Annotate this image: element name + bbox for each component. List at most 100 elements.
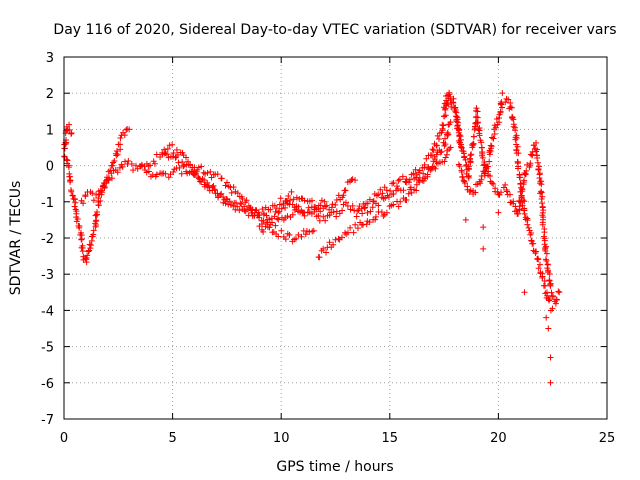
- data-point-marker: [340, 192, 347, 199]
- data-point-marker: [145, 168, 152, 175]
- data-point-marker: [416, 167, 423, 174]
- data-point-marker: [446, 89, 453, 96]
- data-point-marker: [280, 201, 287, 208]
- data-point-marker: [326, 239, 333, 246]
- data-point-marker: [67, 177, 74, 184]
- data-point-marker: [332, 201, 339, 208]
- data-point-marker: [455, 127, 462, 134]
- data-point-marker: [76, 224, 83, 231]
- data-point-marker: [153, 171, 160, 178]
- data-point-marker: [237, 200, 244, 207]
- data-point-marker: [228, 189, 235, 196]
- data-point-marker: [352, 177, 359, 184]
- data-point-marker: [308, 197, 315, 204]
- data-point-marker: [289, 211, 296, 218]
- data-point-marker: [517, 198, 524, 205]
- data-point-marker: [78, 236, 85, 243]
- data-point-marker: [515, 163, 522, 170]
- data-point-marker: [209, 184, 216, 191]
- data-point-marker: [410, 170, 417, 177]
- data-point-marker: [364, 209, 371, 216]
- data-point-marker: [465, 174, 472, 181]
- data-point-marker: [445, 131, 452, 138]
- data-point-marker: [162, 170, 169, 177]
- data-point-marker: [273, 205, 280, 212]
- data-point-marker: [468, 151, 475, 158]
- data-point-marker: [548, 289, 555, 296]
- data-point-marker: [330, 241, 337, 248]
- data-point-marker: [103, 180, 110, 187]
- data-point-marker: [475, 126, 482, 133]
- data-point-marker: [238, 201, 245, 208]
- data-point-marker: [514, 143, 521, 150]
- data-point-marker: [302, 231, 309, 238]
- data-point-marker: [286, 231, 293, 238]
- data-point-marker: [517, 199, 524, 206]
- data-point-marker: [186, 169, 193, 176]
- data-point-marker: [421, 175, 428, 182]
- data-point-marker: [515, 150, 522, 157]
- data-point-marker: [338, 234, 345, 241]
- data-point-marker: [390, 190, 397, 197]
- data-point-marker: [282, 236, 289, 243]
- data-point-marker: [293, 203, 300, 210]
- data-point-marker: [114, 169, 121, 176]
- data-point-marker: [403, 196, 410, 203]
- data-point-marker: [275, 233, 282, 240]
- data-point-marker: [541, 229, 548, 236]
- data-point-marker: [510, 123, 517, 130]
- data-point-marker: [458, 168, 465, 175]
- data-point-marker: [442, 112, 449, 119]
- data-point-marker: [379, 190, 386, 197]
- x-tick-label: 20: [490, 431, 507, 446]
- data-point-marker: [93, 217, 100, 224]
- data-point-marker: [90, 227, 97, 234]
- data-point-marker: [116, 164, 123, 171]
- data-point-marker: [84, 252, 91, 259]
- data-point-marker: [447, 144, 454, 151]
- data-point-marker: [497, 109, 504, 116]
- data-point-marker: [517, 180, 524, 187]
- data-point-marker: [138, 161, 145, 168]
- data-point-marker: [547, 379, 554, 386]
- data-point-marker: [87, 245, 94, 252]
- data-point-marker: [492, 124, 499, 131]
- data-point-marker: [474, 108, 481, 115]
- data-point-marker: [383, 209, 390, 216]
- data-point-marker: [255, 209, 262, 216]
- data-point-marker: [555, 288, 562, 295]
- data-point-marker: [516, 206, 523, 213]
- data-point-marker: [425, 165, 432, 172]
- data-point-marker: [543, 314, 550, 321]
- data-point-marker: [479, 150, 486, 157]
- data-point-marker: [128, 160, 135, 167]
- data-point-marker: [80, 200, 87, 207]
- y-tick-label: -6: [41, 377, 54, 392]
- data-point-marker: [196, 175, 203, 182]
- data-point-marker: [543, 257, 550, 264]
- data-point-marker: [315, 212, 322, 219]
- data-point-marker: [320, 213, 327, 220]
- data-point-marker: [395, 203, 402, 210]
- data-point-marker: [542, 243, 549, 250]
- data-point-marker: [544, 292, 551, 299]
- data-point-marker: [323, 202, 330, 209]
- data-point-marker: [183, 154, 190, 161]
- data-point-marker: [355, 207, 362, 214]
- data-point-marker: [441, 100, 448, 107]
- data-point-marker: [549, 305, 556, 312]
- data-point-marker: [539, 200, 546, 207]
- data-point-marker: [546, 297, 553, 304]
- data-point-marker: [248, 210, 255, 217]
- data-point-marker: [275, 209, 282, 216]
- data-point-marker: [98, 189, 105, 196]
- data-point-marker: [508, 104, 515, 111]
- data-point-marker: [479, 154, 486, 161]
- data-markers: [61, 89, 563, 386]
- data-point-marker: [214, 171, 221, 178]
- data-point-marker: [256, 223, 263, 230]
- data-point-marker: [412, 166, 419, 173]
- data-point-marker: [176, 164, 183, 171]
- data-point-marker: [478, 176, 485, 183]
- data-point-marker: [306, 228, 313, 235]
